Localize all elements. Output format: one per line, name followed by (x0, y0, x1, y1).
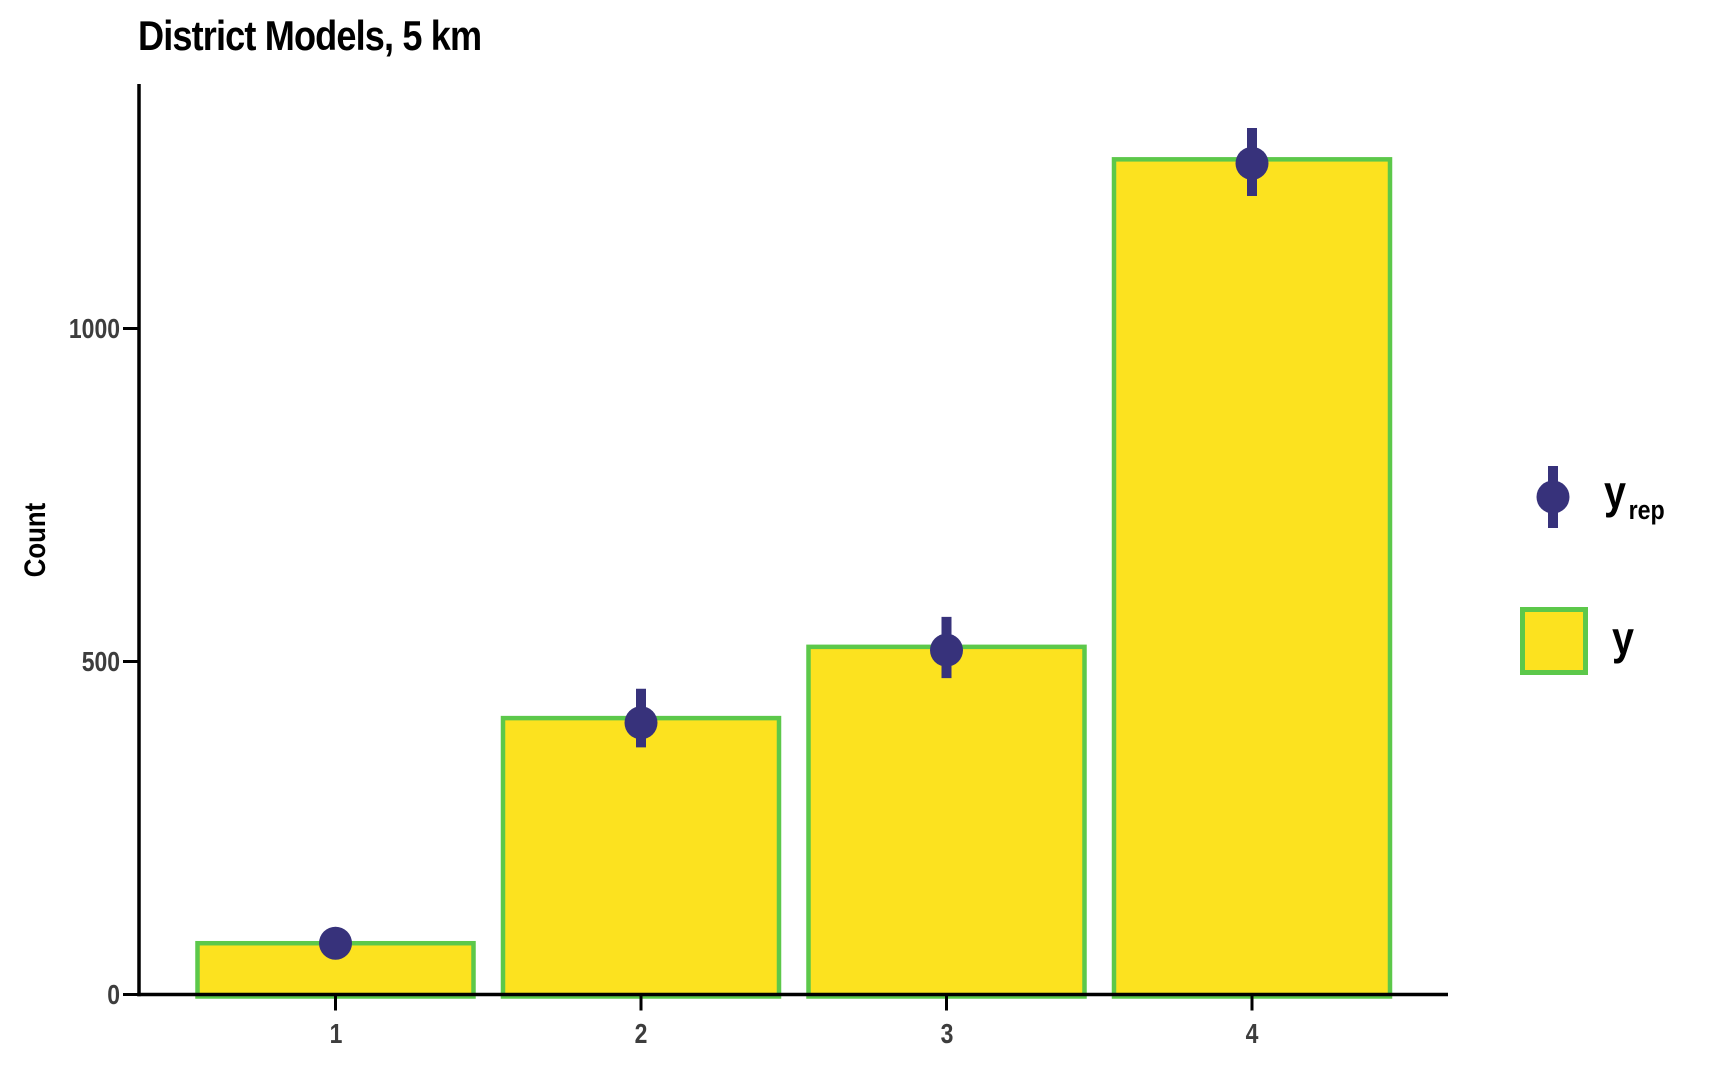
y-tick-label-0: 0 (107, 978, 120, 1010)
bar-4 (1111, 157, 1393, 999)
legend-y-swatch (1520, 607, 1588, 675)
yrep-point-4 (1235, 146, 1269, 180)
bar-2 (500, 715, 782, 999)
chart-title: District Models, 5 km (138, 12, 482, 59)
x-tick-label-2: 2 (634, 1018, 648, 1049)
y-axis-title: Count (19, 502, 52, 578)
yrep-point-3 (930, 633, 963, 667)
yrep-point-2 (624, 706, 658, 740)
legend-label-y-main: y (1612, 612, 1635, 664)
x-tick-label-1: 1 (329, 1018, 342, 1049)
x-tick-label-4: 4 (1245, 1018, 1259, 1049)
y-tick-label-500: 500 (81, 645, 120, 677)
x-tick-label-3: 3 (940, 1018, 953, 1049)
legend-label-y: y (1612, 612, 1634, 664)
legend-label-yrep-sub: rep (1628, 495, 1665, 525)
y-tick-label-1000: 1000 (68, 312, 120, 344)
legend-label-yrep-main: y (1604, 466, 1627, 518)
yrep-point-1 (319, 926, 352, 960)
bar-3 (806, 644, 1087, 999)
legend-label-yrep: yrep (1604, 466, 1665, 525)
legend-pointrange-glyph (1536, 466, 1570, 528)
